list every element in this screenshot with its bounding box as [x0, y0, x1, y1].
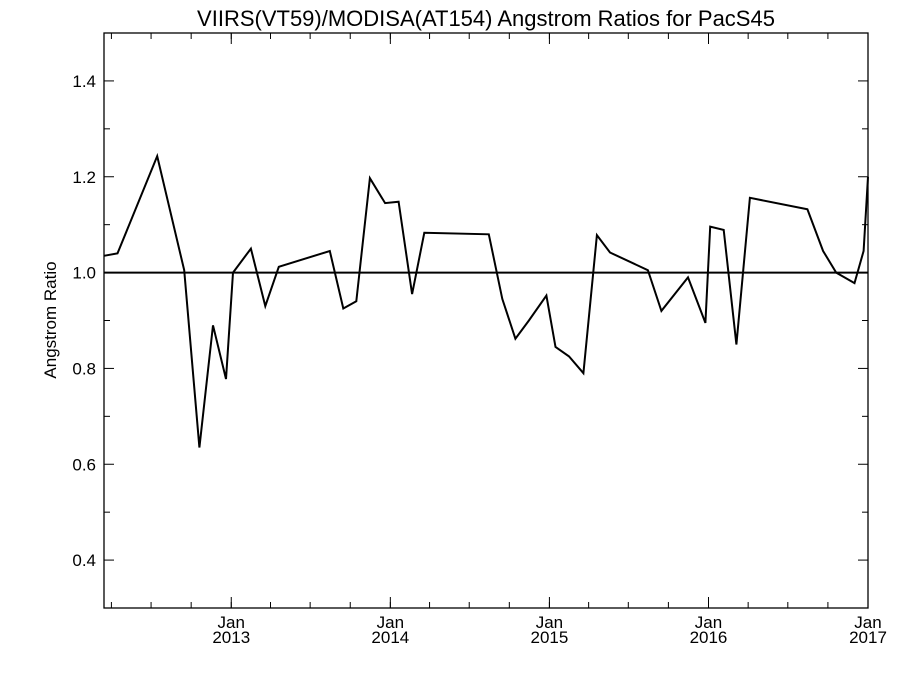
- y-tick-label: 1.4: [72, 72, 96, 91]
- x-tick-month-label: Jan: [695, 613, 722, 632]
- x-tick-month-label: Jan: [218, 613, 245, 632]
- series-layer: [103, 152, 869, 448]
- axis-ticks: [104, 32, 869, 609]
- x-tick-year-label: 2013: [212, 628, 250, 647]
- series-line: [103, 152, 869, 448]
- y-axis-label: Angstrom Ratio: [41, 261, 60, 378]
- tick-labels: 0.40.60.81.01.21.4Jan2013Jan2014Jan2015J…: [72, 72, 887, 647]
- x-tick-year-label: 2014: [371, 628, 409, 647]
- y-tick-label: 1.2: [72, 168, 96, 187]
- x-tick-month-label: Jan: [536, 613, 563, 632]
- y-tick-label: 1.0: [72, 264, 96, 283]
- y-tick-label: 0.6: [72, 455, 96, 474]
- y-tick-label: 0.4: [72, 551, 96, 570]
- x-tick-year-label: 2016: [690, 628, 728, 647]
- x-tick-month-label: Jan: [854, 613, 881, 632]
- x-tick-year-label: 2015: [530, 628, 568, 647]
- plot-frame: [103, 32, 869, 609]
- chart-title: VIIRS(VT59)/MODISA(AT154) Angstrom Ratio…: [197, 6, 775, 31]
- x-tick-month-label: Jan: [377, 613, 404, 632]
- x-tick-year-label: 2017: [849, 628, 887, 647]
- y-tick-label: 0.8: [72, 359, 96, 378]
